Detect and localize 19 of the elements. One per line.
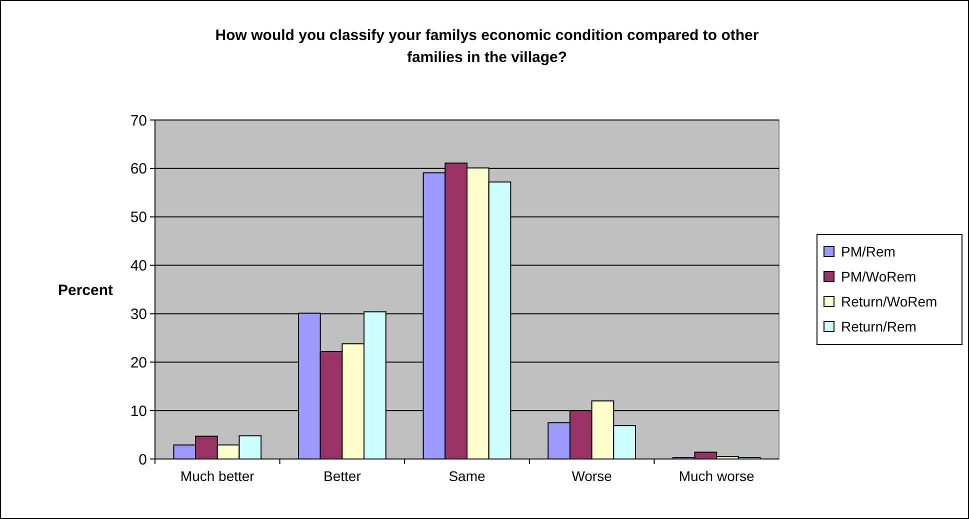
y-tick-label: 0 [138, 451, 147, 468]
chart-title: How would you classify your familys economic condition compared to other families in the village? [215, 27, 759, 66]
y-tick-label: 20 [130, 354, 147, 372]
x-tick-label: Much worse [678, 468, 755, 484]
y-tick-label: 10 [130, 402, 147, 420]
y-tick-label: 50 [130, 209, 147, 226]
legend-label: Return/WoRem [841, 293, 938, 310]
x-tick-label: Much better [180, 468, 255, 484]
x-tick-label: Same [448, 468, 486, 484]
y-tick-label: 60 [130, 160, 147, 178]
legend-label: PM/Rem [841, 243, 896, 260]
y-axis-title: Percent [58, 282, 113, 299]
y-tick-label: 70 [130, 112, 147, 130]
y-tick-label: 30 [130, 306, 147, 323]
x-tick-label: Better [324, 468, 362, 484]
x-tick-label: Worse [572, 468, 612, 484]
y-tick-label: 40 [130, 258, 147, 275]
legend-label: PM/WoRem [841, 268, 916, 284]
legend-label: Return/Rem [841, 318, 916, 334]
